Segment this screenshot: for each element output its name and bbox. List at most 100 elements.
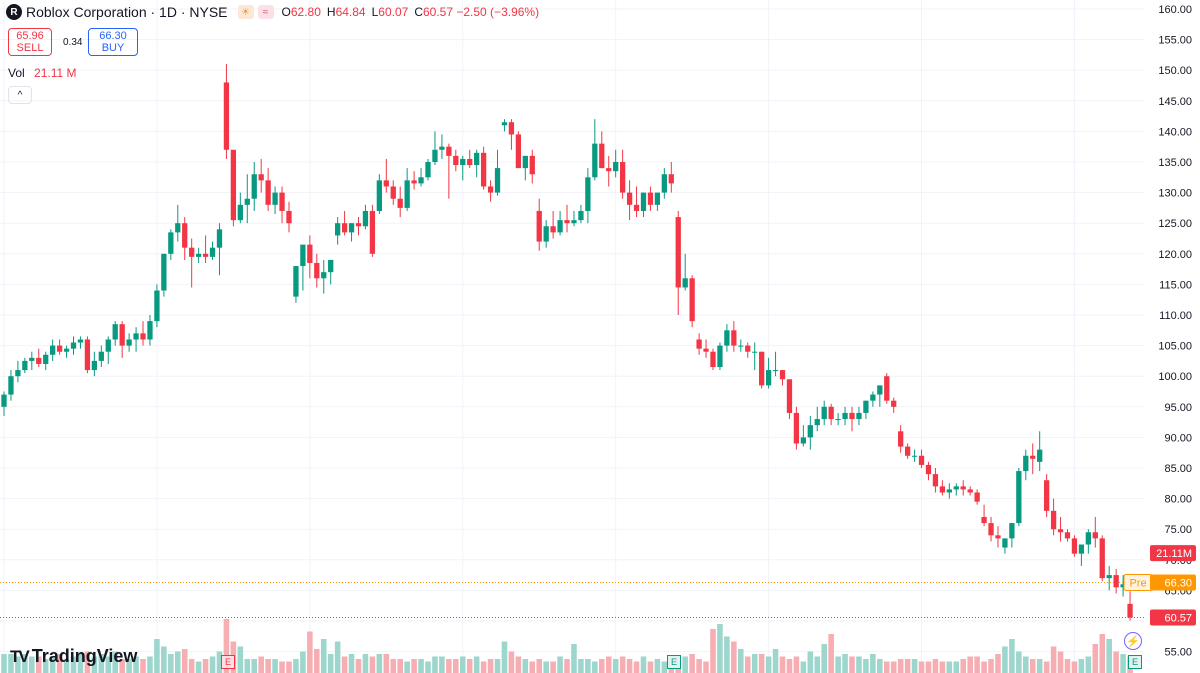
candlestick[interactable] xyxy=(209,241,216,260)
candlestick[interactable] xyxy=(1113,568,1119,594)
candlestick[interactable] xyxy=(738,339,744,352)
candlestick[interactable] xyxy=(279,186,285,224)
candlestick[interactable] xyxy=(63,345,70,358)
candlestick[interactable] xyxy=(272,186,278,215)
candlestick[interactable] xyxy=(515,131,522,169)
candlestick[interactable] xyxy=(779,370,786,386)
candlestick[interactable] xyxy=(884,373,890,404)
candlestick[interactable] xyxy=(925,461,932,481)
candlestick[interactable] xyxy=(77,336,84,349)
candlestick[interactable] xyxy=(1023,449,1029,481)
candlestick[interactable] xyxy=(22,357,28,374)
candlestick[interactable] xyxy=(675,210,681,315)
collapse-legend-button[interactable]: ^ xyxy=(8,86,32,104)
candlestick[interactable] xyxy=(592,119,598,181)
candlestick[interactable] xyxy=(633,186,640,218)
candlestick[interactable] xyxy=(328,259,334,285)
candlestick[interactable] xyxy=(863,400,869,420)
candlestick[interactable] xyxy=(84,336,91,374)
candlestick[interactable] xyxy=(348,223,355,242)
candlestick[interactable] xyxy=(654,192,661,211)
candlestick[interactable] xyxy=(821,400,827,426)
candlestick[interactable] xyxy=(439,134,445,159)
candlestick[interactable] xyxy=(578,204,584,224)
candlestick[interactable] xyxy=(133,327,139,352)
candlestick[interactable] xyxy=(939,480,946,496)
candlestick[interactable] xyxy=(244,174,250,224)
candlestick[interactable] xyxy=(689,275,695,328)
candlestick[interactable] xyxy=(731,321,737,352)
candlestick[interactable] xyxy=(522,155,528,181)
candlestick[interactable] xyxy=(453,149,459,172)
candlestick[interactable] xyxy=(182,217,188,260)
candlestick[interactable] xyxy=(383,158,389,193)
candlestick[interactable] xyxy=(411,171,417,190)
candlestick[interactable] xyxy=(251,162,257,211)
candlestick[interactable] xyxy=(369,204,376,257)
candlestick[interactable] xyxy=(265,168,271,211)
candlestick[interactable] xyxy=(599,131,605,169)
candlestick[interactable] xyxy=(668,162,674,193)
candlestick[interactable] xyxy=(1,391,7,416)
candlestick[interactable] xyxy=(376,174,382,215)
data-feed-icon[interactable]: ≈ xyxy=(257,5,274,19)
candlestick[interactable] xyxy=(529,149,535,184)
candlestick[interactable] xyxy=(362,204,369,230)
candlestick[interactable] xyxy=(585,168,591,224)
candlestick[interactable] xyxy=(786,379,793,420)
candlestick[interactable] xyxy=(849,406,855,432)
candlestick[interactable] xyxy=(43,351,49,371)
candlestick[interactable] xyxy=(877,385,883,407)
candlestick[interactable] xyxy=(974,489,980,505)
market-session-icon[interactable]: ☀ xyxy=(237,5,254,19)
candlestick[interactable] xyxy=(390,180,396,205)
candlestick[interactable] xyxy=(856,406,862,426)
candlestick[interactable] xyxy=(759,351,765,389)
candlestick[interactable] xyxy=(341,210,348,236)
symbol-title[interactable]: Roblox Corporation · 1D · NYSE xyxy=(26,4,228,20)
buy-button[interactable]: 66.30 BUY xyxy=(88,28,138,56)
candlestick[interactable] xyxy=(105,336,111,364)
candlestick[interactable] xyxy=(606,155,612,187)
candlestick[interactable] xyxy=(91,351,98,377)
candlestick[interactable] xyxy=(946,483,952,499)
candlestick[interactable] xyxy=(564,204,570,233)
candlestick[interactable] xyxy=(216,223,223,276)
candlestick[interactable] xyxy=(1085,529,1091,554)
candlestick[interactable] xyxy=(1043,474,1050,517)
candlestick[interactable] xyxy=(870,391,876,407)
candlestick[interactable] xyxy=(189,238,195,288)
candlestick[interactable] xyxy=(314,253,320,288)
candlestick[interactable] xyxy=(321,259,327,294)
candlestick[interactable] xyxy=(904,443,911,459)
candlestick[interactable] xyxy=(988,516,994,542)
candlestick[interactable] xyxy=(286,201,292,233)
tradingview-logo[interactable]: TV TradingView xyxy=(10,646,137,667)
candlestick[interactable] xyxy=(446,143,452,199)
candlestick[interactable] xyxy=(474,149,480,178)
candlestick[interactable] xyxy=(1064,529,1071,542)
candlestick[interactable] xyxy=(15,360,21,383)
candlestick[interactable] xyxy=(494,149,501,196)
candlestick[interactable] xyxy=(50,339,56,361)
candlestick[interactable] xyxy=(126,333,132,352)
candlestick[interactable] xyxy=(1120,575,1126,597)
candlestick[interactable] xyxy=(981,504,987,527)
candlestick[interactable] xyxy=(425,158,431,181)
candlestick[interactable] xyxy=(8,370,14,401)
candlestick[interactable] xyxy=(418,168,424,187)
candlestick[interactable] xyxy=(195,247,202,263)
candlestick[interactable] xyxy=(56,339,63,355)
candlestick[interactable] xyxy=(1009,523,1015,548)
candlestick[interactable] xyxy=(536,198,542,251)
candlestick[interactable] xyxy=(613,149,619,178)
candlestick[interactable] xyxy=(967,486,973,496)
candlestick[interactable] xyxy=(147,315,153,346)
candlestick[interactable] xyxy=(154,284,160,328)
candlestick[interactable] xyxy=(710,348,716,371)
candlestick[interactable] xyxy=(307,235,313,279)
candlestick[interactable] xyxy=(557,210,563,236)
candlestick[interactable] xyxy=(202,235,209,263)
candlestick[interactable] xyxy=(1037,431,1043,472)
candlestick[interactable] xyxy=(501,119,508,132)
